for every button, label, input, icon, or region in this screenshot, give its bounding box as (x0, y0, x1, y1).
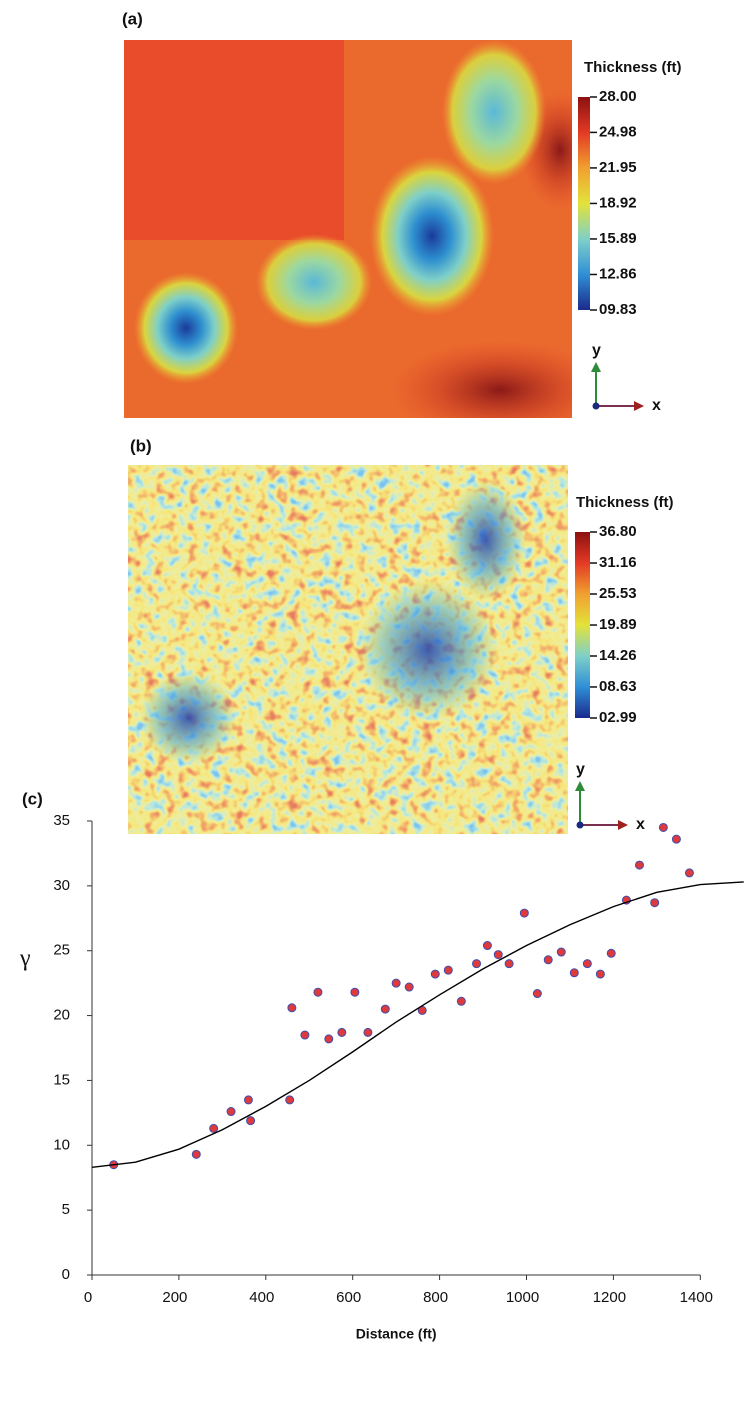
colorbar-title: Thickness (ft) (576, 494, 674, 511)
y-tick-label: 20 (53, 1007, 70, 1024)
y-tick-label: 30 (53, 877, 70, 894)
arrow-head (634, 401, 644, 411)
axis-origin (576, 821, 584, 829)
x-tick-label: 1000 (506, 1289, 539, 1306)
data-point (287, 1003, 297, 1013)
arrow-head (618, 820, 628, 830)
colorbar-tick-label: 24.98 (599, 123, 637, 140)
data-point (226, 1107, 236, 1117)
data-point (443, 965, 453, 975)
colorbar-tick-label: 25.53 (599, 585, 637, 602)
data-point (606, 948, 616, 958)
data-point (191, 1149, 201, 1159)
data-point (391, 978, 401, 988)
heatmap-image (128, 465, 568, 834)
colorbar-tick-label: 21.95 (599, 159, 637, 176)
data-point (634, 860, 644, 870)
data-point (482, 941, 492, 951)
colorbar-tick-label: 28.00 (599, 88, 637, 105)
axis-label-y: y (592, 342, 601, 359)
data-point (363, 1027, 373, 1037)
data-point (569, 968, 579, 978)
data-point (684, 868, 694, 878)
colorbar-tick-label: 36.80 (599, 523, 637, 540)
x-tick-label: 1200 (593, 1289, 626, 1306)
data-point (493, 950, 503, 960)
x-tick-label: 800 (423, 1289, 448, 1306)
panel-label: (a) (122, 9, 143, 28)
colorbar-tick-label: 12.86 (599, 265, 637, 282)
colorbar-tick-label: 15.89 (599, 230, 637, 247)
y-tick-label: 10 (53, 1136, 70, 1153)
data-point (337, 1027, 347, 1037)
colorbar-tick-label: 14.26 (599, 647, 637, 664)
y-axis-label: γ (19, 946, 31, 972)
y-tick-label: 35 (53, 812, 70, 829)
data-point (582, 959, 592, 969)
data-point (671, 834, 681, 844)
data-point (300, 1030, 310, 1040)
colorbar (578, 97, 590, 310)
data-point (324, 1034, 334, 1044)
colorbar (575, 532, 590, 718)
heatmap-image (124, 40, 572, 418)
data-point (519, 908, 529, 918)
data-point (543, 955, 553, 965)
data-point (285, 1095, 295, 1105)
y-tick-label: 15 (53, 1071, 70, 1088)
data-point (556, 947, 566, 957)
axis-origin (592, 402, 600, 410)
colorbar-tick-label: 02.99 (599, 709, 637, 726)
data-point (650, 898, 660, 908)
colorbar-tick-label: 31.16 (599, 554, 637, 571)
data-point (209, 1123, 219, 1133)
panel-label: (c) (22, 789, 43, 808)
x-tick-label: 400 (249, 1289, 274, 1306)
data-point (246, 1116, 256, 1126)
y-tick-label: 25 (53, 942, 70, 959)
axis-label-x: x (636, 816, 645, 833)
data-point (472, 959, 482, 969)
data-point (595, 969, 605, 979)
x-axis-label: Distance (ft) (356, 1326, 437, 1342)
x-tick-label: 200 (162, 1289, 187, 1306)
colorbar-title: Thickness (ft) (584, 59, 682, 76)
axis-label-y: y (576, 761, 585, 778)
x-tick-label: 0 (84, 1289, 92, 1306)
x-tick-label: 600 (336, 1289, 361, 1306)
x-tick-label: 1400 (680, 1289, 713, 1306)
panel-label: (b) (130, 436, 152, 455)
colorbar-tick-label: 18.92 (599, 194, 637, 211)
colorbar-tick-label: 19.89 (599, 616, 637, 633)
data-point (380, 1004, 390, 1014)
y-tick-label: 0 (62, 1266, 70, 1283)
colorbar-tick-label: 08.63 (599, 678, 637, 695)
plot-area (92, 822, 744, 1170)
data-point (404, 982, 414, 992)
data-point (313, 987, 323, 997)
data-point (504, 959, 514, 969)
data-point (350, 987, 360, 997)
axis-label-x: x (652, 397, 661, 414)
fit-curve (92, 881, 744, 1169)
y-tick-label: 5 (62, 1201, 70, 1218)
arrow-head (591, 362, 601, 372)
arrow-head (575, 781, 585, 791)
colorbar-tick-label: 09.83 (599, 301, 637, 318)
data-point (430, 969, 440, 979)
data-point (456, 996, 466, 1006)
data-point (532, 989, 542, 999)
data-point (658, 822, 668, 832)
data-point (243, 1095, 253, 1105)
